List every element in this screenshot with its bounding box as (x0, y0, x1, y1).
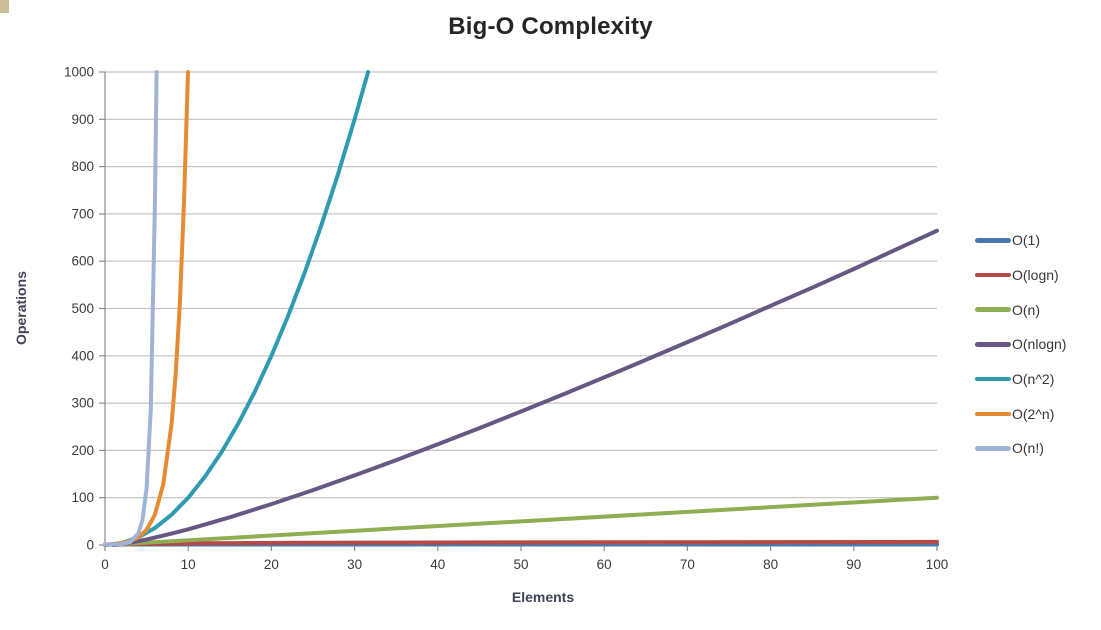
legend-marker-icon (975, 446, 1011, 451)
legend-label: O(nlogn) (1012, 336, 1067, 353)
y-tick-label: 300 (71, 396, 94, 411)
chart-title: Big-O Complexity (448, 13, 653, 40)
legend-marker-icon (975, 342, 1011, 347)
y-tick-label: 1000 (64, 65, 94, 80)
series-O(n) (103, 495, 939, 547)
x-tick-label: 60 (597, 557, 612, 572)
legend-marker-icon (975, 307, 1011, 312)
legend-marker-icon (975, 376, 1011, 382)
legend: O(1) O(logn) O(n) O(nlogn) O(n^2) O(2^n) O(n!) (975, 223, 1066, 466)
legend-label: O(n!) (1012, 440, 1044, 457)
series-O(nlogn) (111, 228, 939, 547)
x-tick-label: 0 (101, 557, 109, 572)
x-tick-label: 100 (926, 557, 949, 572)
x-tick-label: 20 (264, 557, 279, 572)
legend-marker-icon (975, 272, 1011, 278)
legend-item: O(n!) (975, 431, 1066, 466)
y-tick-label: 600 (71, 254, 94, 269)
y-tick-label: 900 (71, 112, 94, 127)
legend-marker-icon (975, 238, 1011, 243)
legend-item: O(nlogn) (975, 327, 1066, 362)
x-tick-label: 10 (181, 557, 196, 572)
x-tick-label: 90 (846, 557, 861, 572)
x-tick-label: 70 (680, 557, 695, 572)
legend-label: O(n) (1012, 301, 1040, 318)
legend-label: O(2^n) (1012, 405, 1055, 422)
legend-item: O(n^2) (975, 362, 1066, 397)
x-tick-label: 50 (513, 557, 528, 572)
legend-item: O(1) (975, 223, 1066, 258)
legend-label: O(n^2) (1012, 371, 1055, 388)
corner-artifact (0, 0, 9, 13)
y-tick-label: 0 (86, 538, 94, 553)
y-tick-label: 200 (71, 443, 94, 458)
legend-label: O(1) (1012, 232, 1040, 249)
y-tick-label: 700 (71, 206, 94, 221)
x-tick-label: 40 (430, 557, 445, 572)
y-tick-label: 800 (71, 159, 94, 174)
x-axis-title: Elements (511, 589, 575, 605)
legend-label: O(logn) (1012, 267, 1059, 284)
legend-item: O(2^n) (975, 396, 1066, 431)
y-tick-label: 400 (71, 348, 94, 363)
x-tick-label: 80 (763, 557, 778, 572)
legend-item: O(logn) (975, 258, 1066, 293)
y-tick-label: 100 (71, 490, 94, 505)
series-O(n!) (103, 70, 159, 547)
y-tick-label: 500 (71, 301, 94, 316)
x-tick-label: 30 (347, 557, 362, 572)
legend-marker-icon (975, 411, 1011, 417)
legend-item: O(n) (975, 292, 1066, 327)
series-O(n^2) (103, 70, 371, 547)
